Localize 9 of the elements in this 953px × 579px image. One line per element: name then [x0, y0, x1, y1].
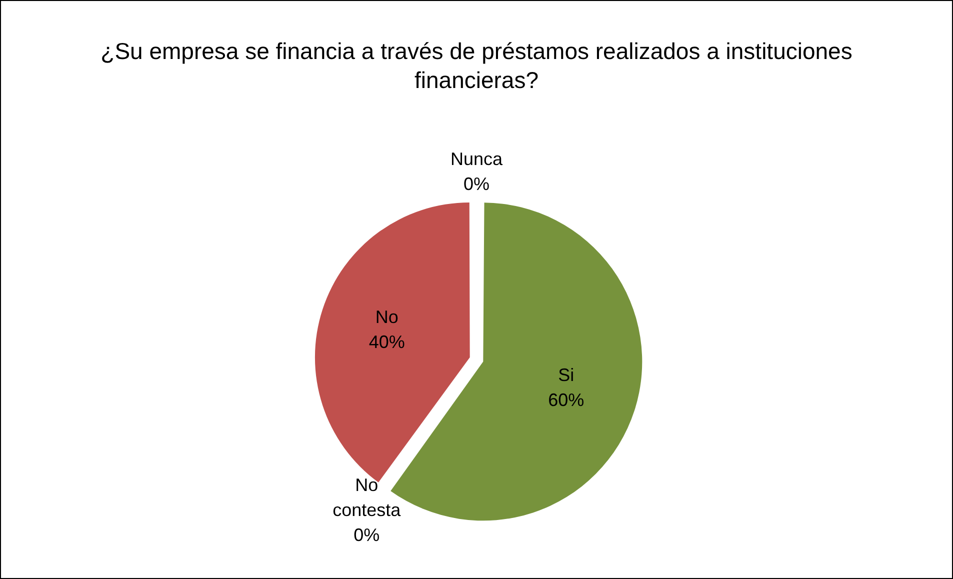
- data-label: 60%: [548, 390, 584, 410]
- data-label: 40%: [368, 332, 405, 352]
- text: 0%: [354, 524, 380, 545]
- slice-label: Si: [558, 365, 574, 386]
- category-label: No contesta: [332, 474, 401, 520]
- chart-title: ¿Su empresa se financia a través de préstamos realizados a instituciones financieras?: [100, 37, 854, 95]
- category-label: Nunca: [450, 148, 503, 169]
- text: 0%: [463, 174, 490, 194]
- slice-label: No: [375, 306, 398, 327]
